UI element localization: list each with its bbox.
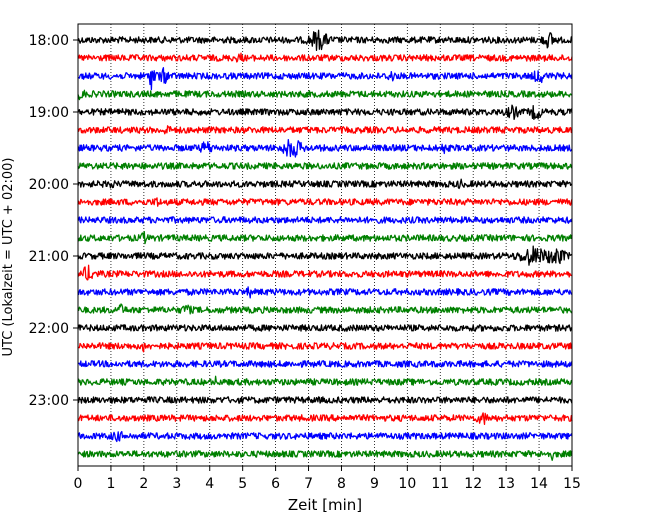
x-tick-label-4: 4 — [205, 476, 214, 492]
x-axis-ticks: 0 1 2 3 4 5 6 7 8 9 10 11 12 13 14 15 — [74, 466, 581, 492]
trace-2045 — [77, 230, 573, 245]
trace-2200 — [77, 324, 573, 332]
x-axis-label: Zeit [min] — [288, 496, 362, 514]
trace-2300 — [77, 396, 573, 404]
plot-frame — [77, 23, 573, 467]
x-tick-label-10: 10 — [398, 476, 416, 492]
x-tick-label-2: 2 — [139, 476, 148, 492]
trace-2330 — [77, 430, 573, 443]
y-tick-label-1800: 18:00 — [29, 33, 69, 49]
trace-1900 — [77, 104, 573, 121]
x-tick-label-5: 5 — [238, 476, 247, 492]
x-tick-label-8: 8 — [337, 476, 346, 492]
x-tick-label-15: 15 — [563, 476, 581, 492]
seismic-traces — [77, 29, 573, 461]
x-tick-label-11: 11 — [431, 476, 449, 492]
y-tick-label-2200: 22:00 — [29, 321, 69, 337]
x-tick-label-0: 0 — [74, 476, 83, 492]
trace-2130 — [77, 286, 573, 299]
y-axis-ticks: 18:00 19:00 20:00 21:00 22:00 23:00 — [29, 33, 78, 409]
x-tick-label-1: 1 — [106, 476, 115, 492]
trace-2100 — [77, 245, 573, 266]
trace-2115 — [77, 264, 573, 281]
trace-1915 — [77, 125, 573, 135]
trace-2245 — [77, 375, 573, 386]
x-tick-label-13: 13 — [497, 476, 515, 492]
trace-2215 — [77, 342, 573, 353]
y-tick-label-2300: 23:00 — [29, 393, 69, 409]
y-tick-label-2100: 21:00 — [29, 249, 69, 265]
y-axis-label: UTC (Lokalzeit = UTC + 02:00) — [1, 158, 16, 357]
trace-1815 — [77, 52, 573, 63]
trace-2145 — [78, 303, 573, 315]
trace-2345 — [77, 450, 573, 461]
trace-2015 — [77, 197, 573, 207]
trace-2000 — [77, 178, 573, 190]
trace-1845 — [77, 89, 573, 101]
x-tick-label-6: 6 — [271, 476, 280, 492]
trace-1800 — [77, 29, 573, 51]
x-tick-label-14: 14 — [530, 476, 548, 492]
trace-1930 — [77, 139, 573, 158]
trace-1945 — [77, 162, 573, 170]
x-tick-label-12: 12 — [464, 476, 482, 492]
y-tick-label-1900: 19:00 — [29, 105, 69, 121]
trace-2030 — [77, 216, 573, 224]
trace-2230 — [77, 360, 573, 368]
x-tick-label-9: 9 — [370, 476, 379, 492]
x-tick-label-3: 3 — [172, 476, 181, 492]
trace-2315 — [77, 412, 573, 426]
trace-1830 — [77, 67, 573, 91]
x-tick-label-7: 7 — [304, 476, 313, 492]
y-tick-label-2000: 20:00 — [29, 177, 69, 193]
